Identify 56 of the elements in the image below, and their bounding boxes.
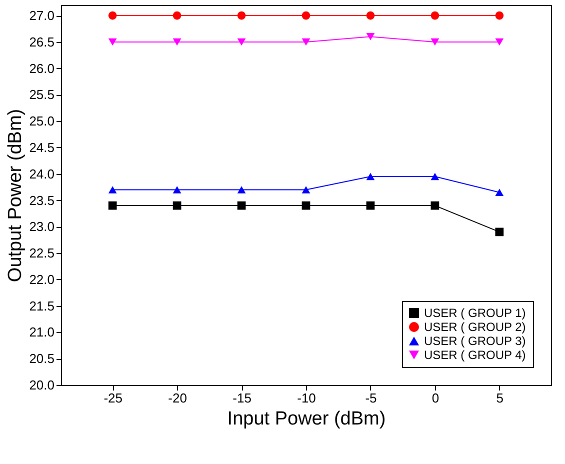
legend-label: USER ( GROUP 3) [424, 334, 526, 348]
point [172, 11, 182, 20]
y-tick-label: 24.0 [29, 166, 54, 182]
x-tick-label: -10 [297, 390, 316, 406]
point [430, 11, 440, 20]
x-tick-label: -25 [104, 390, 122, 406]
point [108, 11, 117, 20]
legend-label: USER ( GROUP 1) [424, 306, 526, 320]
y-tick-label: 21.5 [29, 298, 54, 314]
point [237, 201, 246, 210]
point [172, 186, 182, 194]
x-tick-label: -15 [232, 390, 252, 406]
point [237, 11, 246, 20]
point [430, 38, 440, 46]
point [366, 201, 375, 210]
y-tick-label: 27.0 [29, 8, 54, 24]
point [172, 38, 182, 46]
point [302, 11, 310, 20]
x-tick-label: -5 [365, 390, 377, 406]
x-tick-label: 5 [496, 390, 504, 406]
point [302, 201, 310, 210]
y-tick-label: 25.0 [29, 114, 54, 129]
point [430, 172, 440, 180]
y-axis-title: Output Power (dBm) [5, 108, 26, 282]
point [495, 38, 504, 46]
y-tick-label: 26.5 [29, 34, 54, 50]
y-tick-label: 25.5 [29, 87, 54, 102]
x-tick-label: -20 [168, 390, 187, 406]
point [237, 38, 246, 46]
point [495, 11, 504, 20]
point [108, 38, 117, 46]
y-tick-label: 23.5 [29, 192, 54, 208]
x-axis-title: Input Power (dBm) [227, 408, 386, 430]
point [302, 38, 310, 46]
legend-label: USER ( GROUP 4) [424, 348, 526, 362]
point [237, 186, 246, 194]
x-tick-label: 0 [432, 390, 440, 406]
y-tick-label: 20.0 [29, 378, 54, 392]
y-tick-label: 22.0 [29, 272, 54, 287]
point [366, 172, 375, 180]
y-tick-label: 20.5 [29, 351, 54, 366]
point [430, 201, 440, 210]
y-tick-label: 24.5 [29, 140, 54, 155]
y-tick-label: 26.0 [29, 60, 54, 76]
point [495, 188, 504, 196]
point [302, 186, 310, 194]
point [108, 201, 117, 210]
point [366, 11, 375, 20]
y-tick-label: 22.5 [29, 246, 54, 261]
point [495, 228, 504, 236]
legend-label: USER ( GROUP 2) [424, 320, 526, 334]
y-tick-label: 21.0 [29, 324, 54, 340]
point [172, 201, 182, 210]
point [366, 33, 375, 40]
point [108, 186, 117, 194]
y-tick-label: 23.0 [29, 219, 54, 234]
